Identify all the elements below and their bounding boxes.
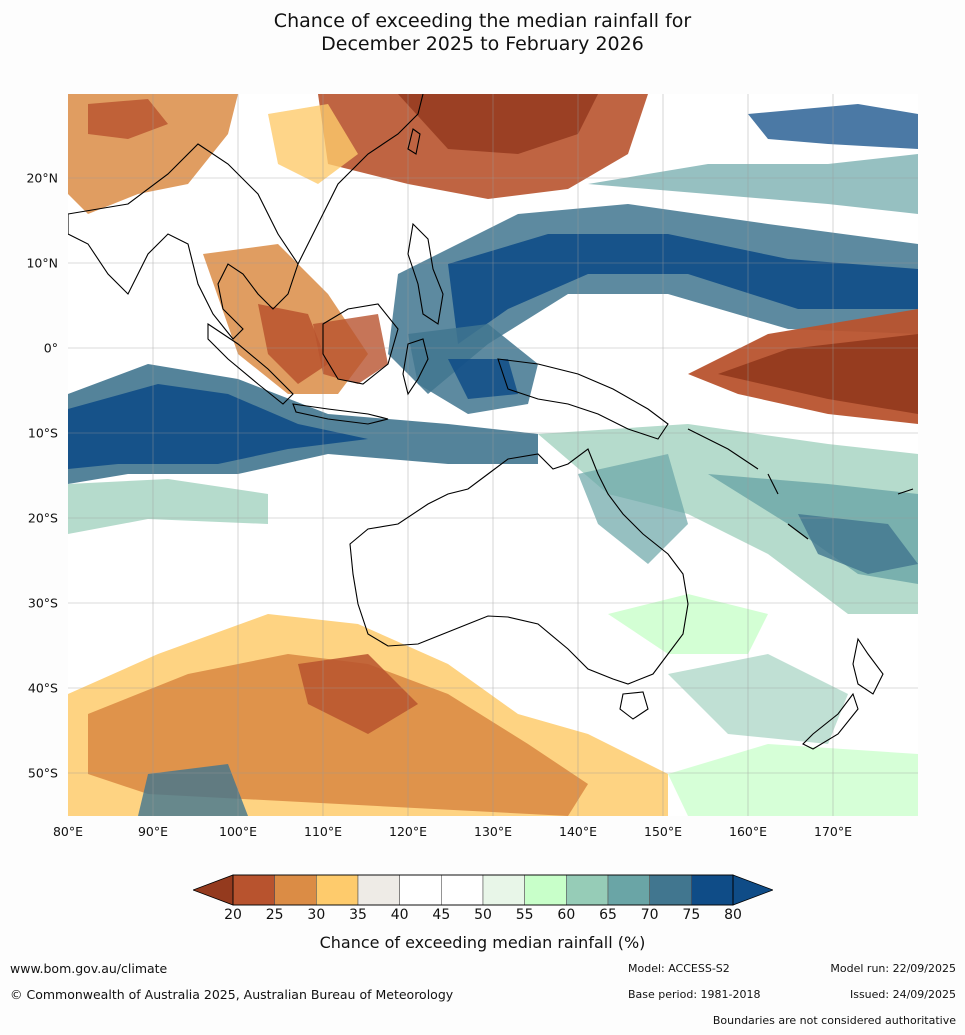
colorbar-tick-label: 75 (682, 907, 701, 923)
lon-label-90e: 90°E (137, 824, 169, 839)
colorbar-cell (691, 874, 734, 906)
colorbar-tick-label: 80 (724, 907, 742, 923)
title-line-2: December 2025 to February 2026 (321, 33, 644, 55)
lat-label-30s: 30°S (27, 595, 58, 611)
colorbar-tick-label: 35 (349, 907, 367, 923)
lon-label-160e: 160°E (728, 824, 768, 839)
colorbar-cell (607, 874, 650, 906)
boundaries-note: Boundaries are not considered authoritat… (712, 1014, 956, 1027)
lon-label-80e: 80°E (52, 824, 84, 839)
map-svg (68, 94, 918, 816)
lat-label-0: 0° (43, 340, 58, 356)
lon-label-110e: 110°E (303, 824, 343, 839)
map-title: Chance of exceeding the median rainfall … (0, 10, 965, 56)
title-line-1: Chance of exceeding the median rainfall … (273, 10, 692, 32)
australia-coast (349, 448, 689, 685)
new-zealand-coast (852, 637, 884, 695)
new-zealand-south-coast (802, 692, 859, 750)
colorbar-cell (274, 874, 317, 906)
probability-field (68, 94, 918, 816)
colorbar-tick-label: 25 (265, 907, 284, 923)
colorbar-tick-label: 45 (432, 907, 451, 923)
lat-label-20s: 20°S (27, 510, 58, 526)
java-coast (292, 403, 389, 425)
lat-label-40s: 40°S (27, 680, 58, 696)
colorbar-tick-label: 70 (640, 907, 659, 923)
colorbar-tick-label: 60 (557, 907, 576, 923)
graticule (68, 94, 918, 816)
colorbar-cell (649, 874, 692, 906)
colorbar-tick-label: 65 (599, 907, 617, 923)
copyright-text: © Commonwealth of Australia 2025, Austra… (10, 987, 454, 1002)
vanuatu-coast (767, 473, 779, 495)
philippines-coast (407, 222, 444, 325)
china-coast (297, 94, 424, 265)
colorbar (193, 874, 773, 906)
sulawesi-coast (402, 338, 429, 396)
colorbar-tick-label: 50 (474, 907, 492, 923)
lat-label-50s: 50°S (27, 765, 58, 781)
taiwan-coast (407, 128, 421, 155)
asia-coast (68, 143, 299, 340)
solomon-islands-coast (687, 428, 759, 470)
colorbar-tick-label: 20 (224, 907, 242, 923)
colorbar-cell (441, 874, 484, 906)
lat-label-10s: 10°S (27, 425, 58, 441)
colorbar-cells (193, 874, 773, 906)
colorbar-label: Chance of exceeding median rainfall (%) (319, 933, 646, 952)
borneo-coast (322, 303, 399, 385)
lat-label-10n: 10°N (26, 255, 58, 271)
colorbar-cell (357, 874, 400, 906)
issued-text: Issued: 24/09/2025 (849, 988, 956, 1001)
fiji-coast (897, 488, 914, 495)
coastlines (68, 94, 914, 750)
colorbar-cell (399, 874, 442, 906)
colorbar-cell (482, 874, 525, 906)
colorbar-tick-label: 55 (515, 907, 534, 923)
lon-label-170e: 170°E (813, 824, 853, 839)
model-run-text: Model run: 22/09/2025 (830, 962, 956, 975)
colorbar-cell (232, 874, 275, 906)
colorbar-cap-low (193, 874, 234, 906)
website-link[interactable]: www.bom.gov.au/climate (10, 961, 168, 976)
new-caledonia-coast (787, 523, 809, 540)
colorbar-tick-label: 30 (307, 907, 326, 923)
colorbar-cap-high (732, 874, 773, 906)
lon-label-120e: 120°E (388, 824, 428, 839)
base-period-text: Base period: 1981-2018 (628, 988, 761, 1001)
colorbar-tick-label: 40 (390, 907, 409, 923)
colorbar-cell (316, 874, 359, 906)
colorbar-outline (232, 874, 734, 906)
lon-label-130e: 130°E (473, 824, 513, 839)
lon-label-140e: 140°E (558, 824, 598, 839)
colorbar-cell (566, 874, 609, 906)
lon-label-150e: 150°E (643, 824, 683, 839)
sumatra-coast (207, 322, 294, 405)
rainfall-map (68, 94, 918, 816)
tasmania-coast (619, 691, 649, 720)
new-guinea-coast (497, 358, 669, 440)
colorbar-cell (524, 874, 567, 906)
lon-label-100e: 100°E (218, 824, 258, 839)
model-text: Model: ACCESS-S2 (628, 962, 730, 975)
lat-label-20n: 20°N (26, 170, 58, 186)
